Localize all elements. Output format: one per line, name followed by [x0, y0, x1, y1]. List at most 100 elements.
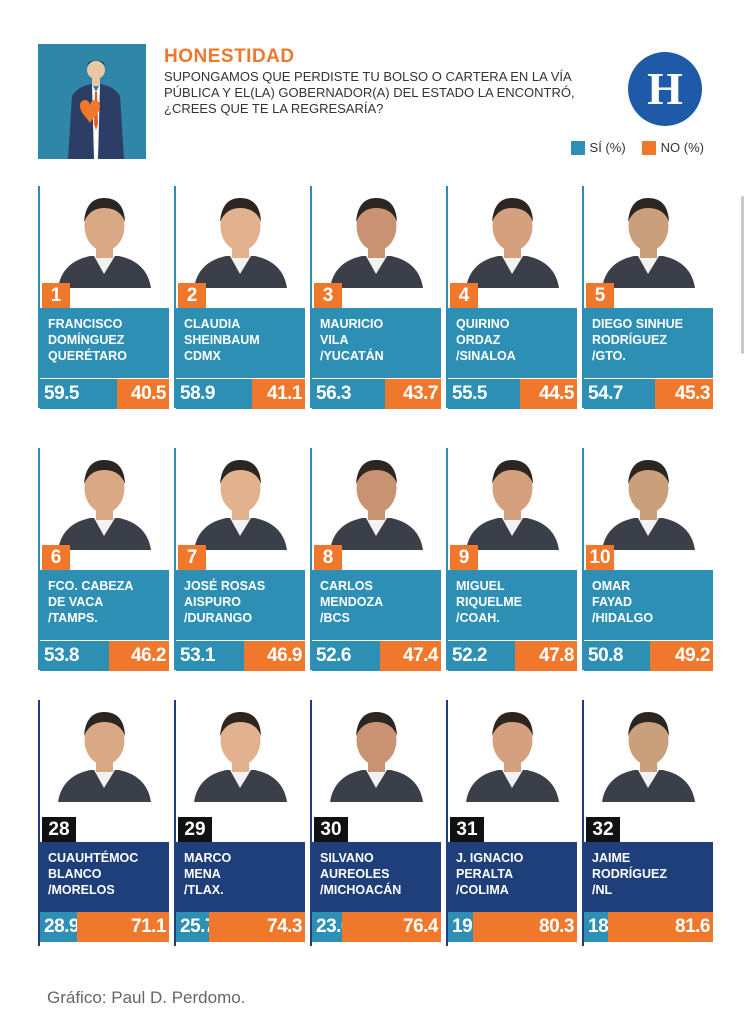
rank-badge: 10: [586, 545, 614, 571]
bar-segment-si: 52.6: [312, 641, 380, 671]
rank-badge: 2: [178, 283, 206, 309]
bar-segment-si: 23.6: [312, 912, 351, 942]
portrait-icon: [330, 712, 423, 802]
result-bar: 54.7 45.3: [584, 379, 713, 409]
result-bar: 18.4 81.6: [584, 912, 713, 942]
name-label: SILVANO AUREOLES/MICHOACÁN: [312, 842, 441, 912]
name-label: OMAR FAYAD/HIDALGO: [584, 570, 713, 640]
result-bar: 53.1 46.9: [176, 641, 305, 671]
governor-card-2: 2 CLAUDIA SHEINBAUM CDMX 58.9 41.1: [174, 186, 305, 409]
bar-segment-si: 52.2: [448, 641, 515, 671]
portrait-icon: [194, 460, 287, 550]
governor-card-32: 32 JAIME RODRÍGUEZ/NL 18.4 81.6: [582, 700, 713, 946]
governor-card-29: 29 MARCO MENA/TLAX. 25.7 74.3: [174, 700, 305, 946]
governor-card-9: 9 MIGUEL RIQUELME/COAH. 52.2 47.8: [446, 448, 577, 671]
governor-name-line: SHEINBAUM: [184, 333, 260, 347]
result-bar: 59.5 40.5: [40, 379, 169, 409]
legend-si-label: SÍ (%): [589, 140, 626, 155]
governor-name-line: RIQUELME: [456, 595, 522, 609]
state-label: /TLAX.: [184, 883, 224, 897]
bar-segment-si: 59.5: [40, 379, 117, 409]
section-illustration: [38, 44, 146, 159]
governor-name-line: CUAUHTÉMOC: [48, 851, 139, 865]
bar-segment-no: 40.5: [117, 379, 169, 409]
bar-segment-si: 25.7: [176, 912, 215, 942]
result-bar: 25.7 74.3: [176, 912, 305, 942]
name-label: DIEGO SINHUE RODRÍGUEZ/GTO.: [584, 308, 713, 378]
governor-name-line: BLANCO: [48, 867, 102, 881]
result-bar: 23.6 76.4: [312, 912, 441, 942]
result-bar: 52.6 47.4: [312, 641, 441, 671]
value-no: 74.3: [267, 916, 302, 937]
value-no: 43.7: [403, 383, 438, 404]
governor-card-6: 6 FCO. CABEZA DE VACA/TAMPS. 53.8 46.2: [38, 448, 169, 671]
state-label: /COAH.: [456, 611, 500, 625]
value-no: 47.4: [403, 645, 438, 666]
governor-name-line: RODRÍGUEZ: [592, 333, 667, 347]
portrait-icon: [602, 198, 695, 288]
bar-segment-si: 58.9: [176, 379, 252, 409]
governor-name-line: SILVANO: [320, 851, 374, 865]
value-no: 49.2: [675, 645, 710, 666]
portrait: [40, 700, 169, 802]
governor-name-line: DIEGO SINHUE: [592, 317, 683, 331]
bar-segment-no: 47.4: [380, 641, 441, 671]
value-si: 52.2: [452, 645, 487, 666]
result-bar: 53.8 46.2: [40, 641, 169, 671]
portrait: [448, 700, 577, 802]
name-label: QUIRINO ORDAZ/SINALOA: [448, 308, 577, 378]
governor-card-7: 7 JOSÉ ROSAS AISPURO/DURANGO 53.1 46.9: [174, 448, 305, 671]
value-no: 40.5: [131, 383, 166, 404]
name-label: MAURICIO VILA/YUCATÁN: [312, 308, 441, 378]
value-si: 54.7: [588, 383, 623, 404]
governor-card-8: 8 CARLOS MENDOZA/BCS 52.6 47.4: [310, 448, 441, 671]
row-top-1-5: 1 FRANCISCO DOMÍNGUEZ QUERÉTARO 59.5 40.5 2 CLA…: [38, 186, 714, 409]
governor-name-line: FCO. CABEZA: [48, 579, 134, 593]
portrait-icon: [466, 460, 559, 550]
governor-name-line: FRANCISCO: [48, 317, 123, 331]
row-bottom-28-32: 28 CUAUHTÉMOC BLANCO/MORELOS 28.9 71.1 29 MARC…: [38, 700, 714, 946]
portrait-icon: [602, 460, 695, 550]
value-no: 71.1: [131, 916, 166, 937]
value-si: 55.5: [452, 383, 487, 404]
portrait-icon: [58, 198, 151, 288]
value-si: 50.8: [588, 645, 623, 666]
portrait-icon: [194, 198, 287, 288]
scrollbar[interactable]: [741, 196, 744, 354]
legend: SÍ (%) NO (%): [570, 140, 704, 155]
businessman-heart-icon: [68, 60, 124, 159]
governor-name-line: CLAUDIA: [184, 317, 241, 331]
legend-si: SÍ (%): [570, 140, 626, 155]
governor-name-line: MARCO: [184, 851, 232, 865]
portrait: [584, 448, 713, 550]
rank-badge: 28: [42, 817, 76, 843]
legend-no-label: NO (%): [660, 140, 704, 155]
bar-segment-no: 80.3: [473, 912, 577, 942]
governor-name-line: AISPURO: [184, 595, 241, 609]
name-label: JOSÉ ROSAS AISPURO/DURANGO: [176, 570, 305, 640]
governor-name-line: MENDOZA: [320, 595, 384, 609]
result-bar: 56.3 43.7: [312, 379, 441, 409]
bar-segment-no: 81.6: [608, 912, 713, 942]
governor-card-28: 28 CUAUHTÉMOC BLANCO/MORELOS 28.9 71.1: [38, 700, 169, 946]
portrait: [448, 448, 577, 550]
legend-no: NO (%): [641, 140, 704, 155]
value-no: 80.3: [539, 916, 574, 937]
rank-badge: 9: [450, 545, 478, 571]
brand-letter: H: [647, 63, 683, 114]
value-si: 56.3: [316, 383, 351, 404]
governor-name-line: VILA: [320, 333, 349, 347]
bar-segment-si: 53.8: [40, 641, 109, 671]
chart-question: SUPONGAMOS QUE PERDISTE TU BOLSO O CARTE…: [164, 69, 575, 116]
bar-segment-no: 46.2: [109, 641, 169, 671]
result-bar: 58.9 41.1: [176, 379, 305, 409]
governor-name-line: OMAR: [592, 579, 631, 593]
value-no: 44.5: [539, 383, 574, 404]
chart-title: HONESTIDAD: [164, 46, 295, 67]
governor-card-3: 3 MAURICIO VILA/YUCATÁN 56.3 43.7: [310, 186, 441, 409]
portrait: [312, 448, 441, 550]
value-no: 46.9: [267, 645, 302, 666]
rank-badge: 32: [586, 817, 620, 843]
state-label: /GTO.: [592, 349, 626, 363]
governor-card-4: 4 QUIRINO ORDAZ/SINALOA 55.5 44.5: [446, 186, 577, 409]
